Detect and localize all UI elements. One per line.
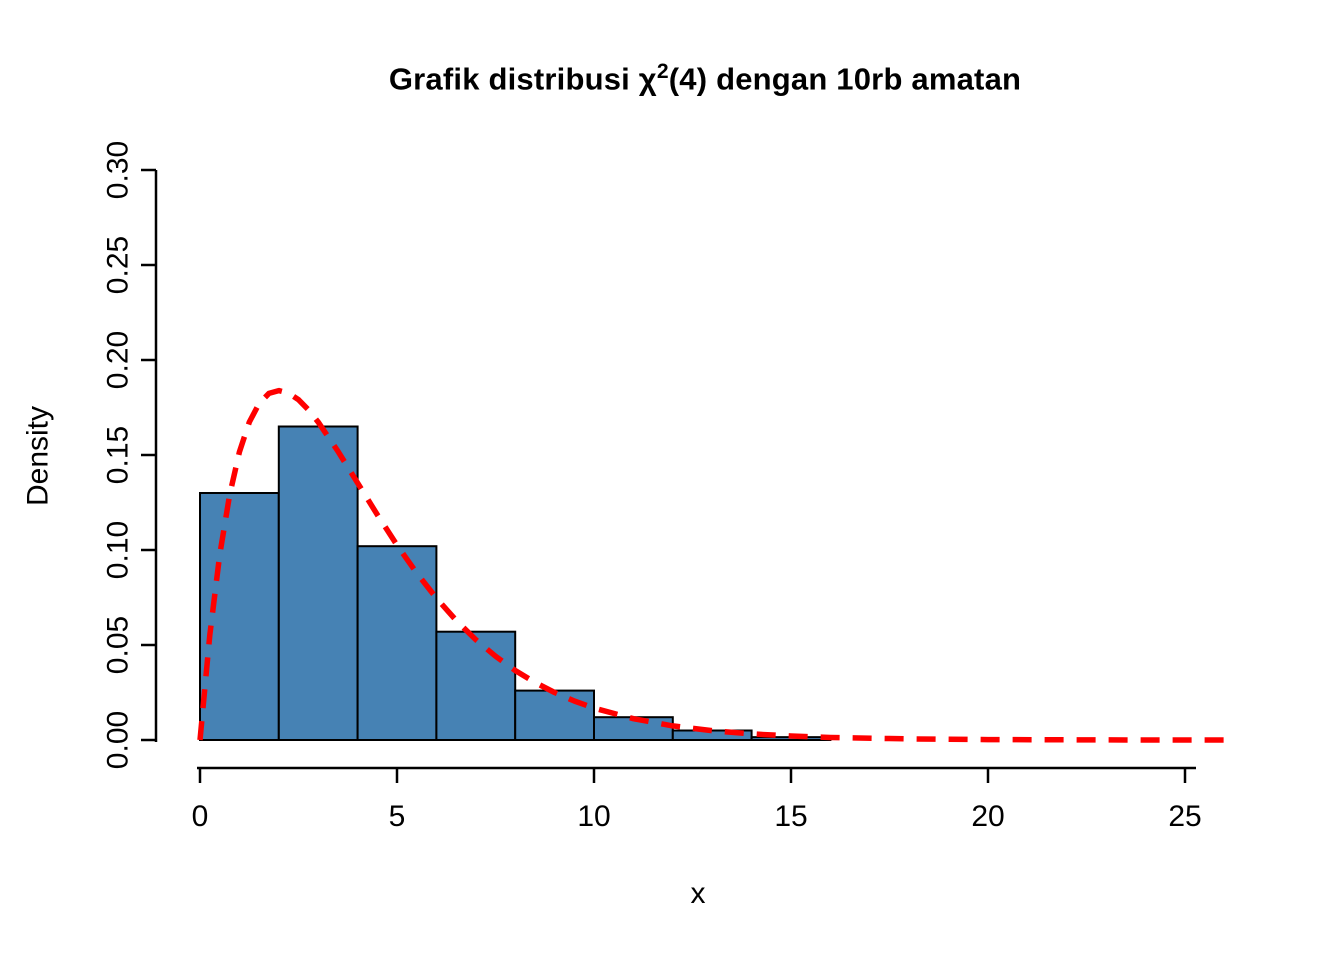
y-tick-label: 0.20 (102, 331, 135, 389)
histogram-bar (199, 492, 280, 741)
x-tick-label: 20 (971, 800, 1004, 833)
y-tick-label: 0.10 (102, 521, 135, 579)
y-tick-label: 0.00 (102, 711, 135, 769)
y-tick-label: 0.25 (102, 236, 135, 294)
title-prefix: Grafik distribusi (388, 61, 639, 97)
histogram-bar (514, 689, 596, 741)
x-axis-title: x (691, 877, 706, 910)
chi-exponent: 2 (656, 60, 669, 83)
x-tick-label: 25 (1168, 800, 1201, 833)
x-tick-label: 0 (192, 800, 209, 833)
y-tick-label: 0.15 (102, 426, 135, 484)
y-tick-label: 0.30 (102, 141, 135, 199)
title-suffix: (4) dengan 10rb amatan (668, 61, 1022, 97)
histogram-bar (356, 545, 438, 742)
histogram-bar (277, 425, 359, 741)
histogram-bar (671, 729, 753, 741)
density-curve (197, 387, 1225, 743)
y-axis-title: Density (22, 406, 55, 506)
chi-symbol: χ (638, 61, 657, 97)
chart-title: Grafik distribusi χ2(4) dengan 10rb amat… (160, 60, 1250, 97)
x-tick-label: 15 (774, 800, 807, 833)
x-tick-label: 10 (577, 800, 610, 833)
y-tick-label: 0.05 (102, 616, 135, 674)
histogram-bar (435, 630, 517, 742)
x-tick-label: 5 (389, 800, 406, 833)
